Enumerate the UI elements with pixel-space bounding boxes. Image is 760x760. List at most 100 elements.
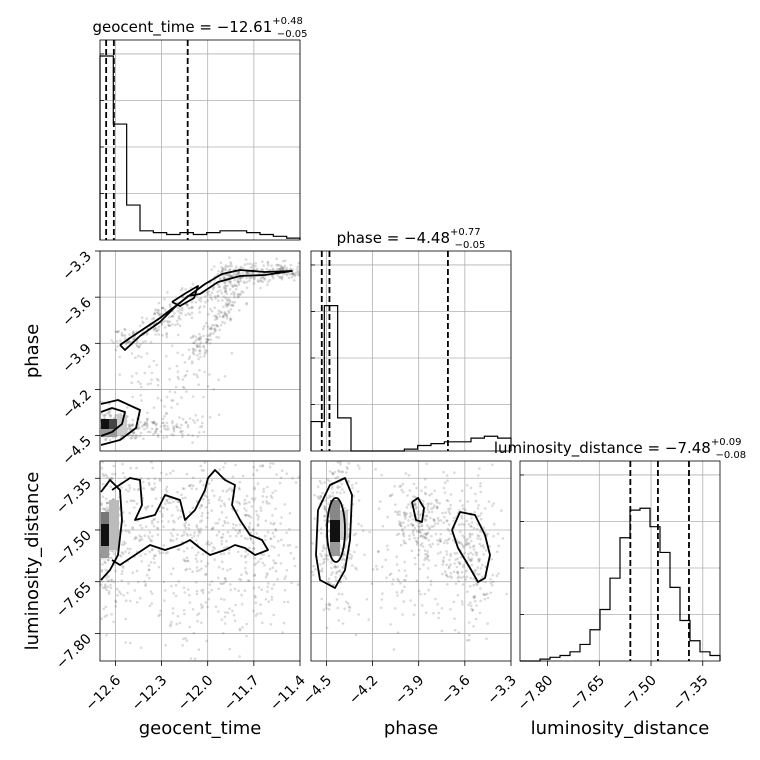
scatter-point-2-1 — [431, 542, 435, 546]
scatter-point-2-1 — [416, 512, 420, 516]
scatter-point-2-1 — [443, 515, 446, 519]
scatter-point-2-1 — [462, 507, 465, 511]
scatter-point-2-1 — [466, 639, 469, 642]
scatter-point-2-0 — [206, 516, 209, 520]
scatter-point-2-1 — [413, 603, 417, 607]
scatter-point-1-0 — [190, 361, 194, 365]
scatter-point-1-0 — [198, 311, 201, 314]
scatter-point-2-1 — [446, 479, 449, 483]
scatter-point-1-0 — [223, 312, 227, 315]
scatter-point-1-0 — [213, 327, 217, 330]
scatter-point-2-1 — [357, 613, 361, 616]
scatter-point-1-0 — [259, 279, 263, 283]
scatter-point-1-0 — [123, 327, 126, 331]
scatter-point-2-0 — [164, 552, 168, 555]
scatter-point-2-0 — [180, 534, 184, 538]
scatter-point-2-0 — [200, 621, 203, 625]
scatter-point-1-0 — [123, 328, 127, 332]
scatter-point-1-0 — [276, 263, 280, 267]
scatter-point-2-1 — [465, 541, 469, 544]
scatter-point-1-0 — [256, 279, 260, 282]
scatter-point-1-0 — [135, 372, 138, 375]
scatter-point-2-0 — [231, 609, 234, 613]
scatter-point-1-0 — [213, 314, 216, 318]
scatter-point-1-0 — [181, 306, 184, 310]
scatter-point-2-1 — [312, 564, 315, 568]
density-cell-2-0b — [109, 500, 119, 550]
scatter-point-2-0 — [133, 537, 136, 541]
scatter-point-1-0 — [208, 416, 212, 419]
scatter-point-2-1 — [327, 529, 331, 533]
scatter-point-2-0 — [110, 580, 113, 583]
scatter-point-2-0 — [221, 524, 225, 527]
scatter-point-2-1 — [352, 533, 356, 537]
scatter-point-2-0 — [112, 552, 116, 556]
scatter-point-2-0 — [176, 508, 180, 512]
scatter-point-2-1 — [392, 578, 395, 581]
scatter-point-2-1 — [423, 535, 427, 539]
scatter-point-2-1 — [460, 514, 464, 518]
scatter-point-2-1 — [492, 534, 495, 538]
scatter-point-1-0 — [275, 263, 278, 267]
contour-2-0-b — [111, 469, 269, 566]
scatter-point-2-1 — [458, 562, 462, 565]
panel-frame-2-0 — [99, 460, 301, 662]
scatter-point-2-1 — [484, 549, 488, 552]
scatter-point-1-0 — [226, 284, 230, 287]
scatter-point-2-1 — [421, 545, 425, 548]
scatter-point-1-0 — [223, 281, 227, 285]
scatter-point-2-1 — [464, 578, 468, 581]
scatter-point-2-1 — [399, 484, 403, 488]
scatter-point-1-0 — [155, 377, 159, 381]
scatter-point-2-1 — [445, 519, 448, 522]
scatter-point-2-1 — [325, 606, 328, 610]
scatter-point-2-1 — [446, 541, 449, 545]
scatter-point-2-0 — [222, 552, 226, 556]
scatter-point-1-0 — [202, 395, 205, 399]
scatter-point-2-0 — [107, 558, 110, 562]
scatter-point-2-0 — [112, 550, 115, 553]
scatter-point-2-1 — [427, 538, 431, 542]
scatter-point-2-0 — [101, 586, 105, 590]
scatter-point-2-1 — [314, 568, 317, 571]
scatter-point-2-0 — [158, 613, 162, 616]
scatter-point-1-0 — [186, 303, 189, 307]
scatter-point-2-0 — [183, 559, 186, 563]
scatter-point-1-0 — [208, 342, 212, 345]
scatter-point-2-0 — [243, 556, 247, 559]
scatter-point-2-0 — [213, 558, 216, 561]
scatter-point-2-1 — [456, 557, 459, 560]
scatter-point-2-0 — [184, 559, 187, 563]
scatter-point-2-0 — [264, 538, 267, 542]
scatter-point-2-0 — [217, 565, 221, 569]
scatter-point-2-0 — [152, 488, 156, 491]
scatter-point-2-0 — [274, 528, 277, 531]
scatter-point-1-0 — [174, 425, 178, 428]
scatter-point-1-0 — [153, 311, 157, 314]
scatter-point-2-0 — [151, 592, 154, 596]
scatter-point-1-0 — [297, 271, 300, 274]
scatter-point-1-0 — [156, 435, 160, 439]
scatter-point-2-1 — [473, 596, 476, 600]
scatter-point-2-0 — [144, 582, 148, 586]
scatter-point-2-0 — [160, 512, 164, 516]
scatter-point-2-1 — [357, 522, 361, 526]
scatter-point-1-0 — [294, 271, 298, 275]
scatter-point-2-0 — [114, 605, 117, 608]
scatter-point-1-0 — [139, 343, 142, 346]
scatter-point-2-0 — [148, 531, 152, 534]
scatter-point-2-1 — [432, 611, 435, 615]
scatter-point-2-1 — [401, 589, 404, 592]
scatter-point-2-0 — [170, 584, 173, 588]
scatter-point-2-0 — [234, 603, 237, 607]
scatter-point-1-0 — [216, 294, 220, 298]
scatter-point-1-0 — [244, 271, 248, 275]
scatter-point-1-0 — [199, 335, 203, 339]
scatter-point-2-1 — [409, 514, 413, 517]
scatter-point-2-0 — [186, 534, 190, 537]
scatter-point-2-1 — [449, 608, 452, 611]
scatter-point-2-0 — [271, 566, 275, 569]
scatter-point-1-0 — [131, 331, 135, 334]
scatter-point-2-1 — [472, 583, 476, 587]
contour-1-0-c — [119, 269, 293, 351]
